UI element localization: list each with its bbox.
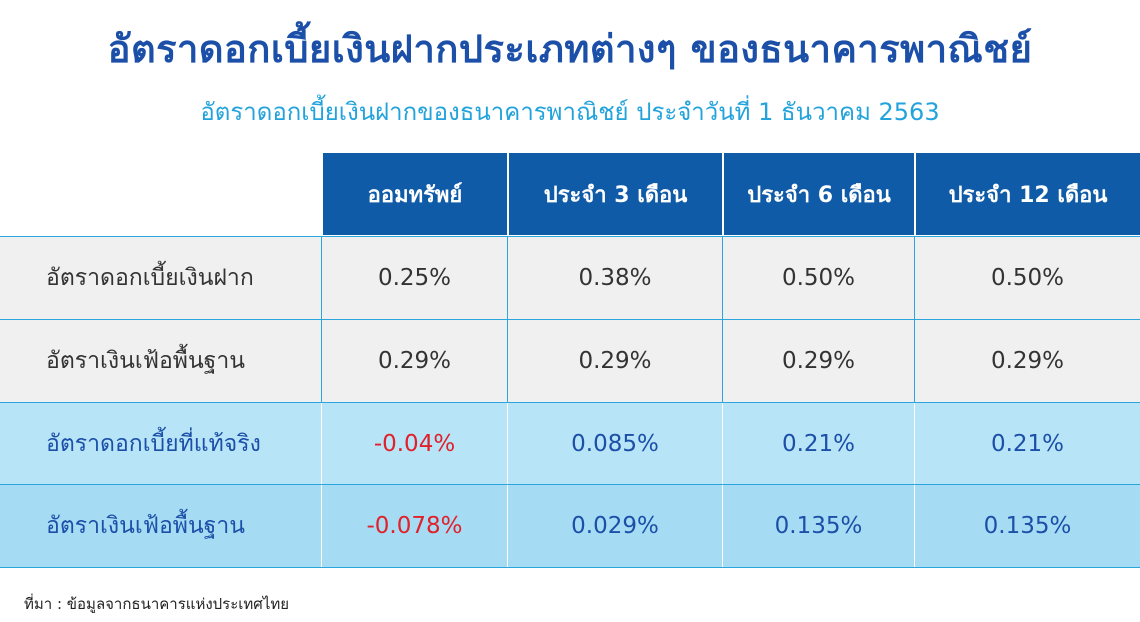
- row-label: อัตราเงินเฟ้อพื้นฐาน: [0, 320, 321, 402]
- table-row-inflation-adjusted: อัตราเงินเฟ้อพื้นฐาน -0.078% 0.029% 0.13…: [0, 484, 1140, 568]
- column-header-fixed-6m: ประจำ 6 เดือน: [722, 153, 914, 235]
- value-cell: 0.29%: [722, 320, 914, 402]
- value-cell: 0.135%: [914, 485, 1140, 567]
- row-label: อัตราดอกเบี้ยเงินฝาก: [0, 237, 321, 319]
- value-cell: 0.085%: [507, 403, 722, 485]
- page-title: อัตราดอกเบี้ยเงินฝากประเภทต่างๆ ของธนาคา…: [107, 27, 1033, 71]
- row-label: อัตราดอกเบี้ยที่แท้จริง: [0, 403, 321, 485]
- table-header-row: ออมทรัพย์ ประจำ 3 เดือน ประจำ 6 เดือน ปร…: [0, 153, 1140, 235]
- value-cell: 0.29%: [321, 320, 507, 402]
- value-cell: 0.50%: [722, 237, 914, 319]
- column-header-fixed-12m: ประจำ 12 เดือน: [914, 153, 1140, 235]
- value-cell: 0.135%: [722, 485, 914, 567]
- page-subtitle: อัตราดอกเบี้ยเงินฝากของธนาคารพาณิชย์ ประ…: [200, 98, 940, 126]
- value-cell: 0.029%: [507, 485, 722, 567]
- value-cell: 0.38%: [507, 237, 722, 319]
- table-row-deposit-rate: อัตราดอกเบี้ยเงินฝาก 0.25% 0.38% 0.50% 0…: [0, 236, 1140, 319]
- table-row-real-rate: อัตราดอกเบี้ยที่แท้จริง -0.04% 0.085% 0.…: [0, 402, 1140, 485]
- value-cell: 0.29%: [507, 320, 722, 402]
- value-cell: 0.21%: [914, 403, 1140, 485]
- source-note: ที่มา : ข้อมูลจากธนาคารแห่งประเทศไทย: [24, 595, 290, 613]
- column-header-fixed-3m: ประจำ 3 เดือน: [507, 153, 722, 235]
- value-cell: 0.50%: [914, 237, 1140, 319]
- header-blank-cell: [0, 153, 321, 235]
- value-cell: 0.25%: [321, 237, 507, 319]
- table-row-core-inflation: อัตราเงินเฟ้อพื้นฐาน 0.29% 0.29% 0.29% 0…: [0, 319, 1140, 402]
- value-cell: 0.29%: [914, 320, 1140, 402]
- value-cell: -0.078%: [321, 485, 507, 567]
- column-header-savings: ออมทรัพย์: [321, 153, 507, 235]
- row-label: อัตราเงินเฟ้อพื้นฐาน: [0, 485, 321, 567]
- value-cell: -0.04%: [321, 403, 507, 485]
- value-cell: 0.21%: [722, 403, 914, 485]
